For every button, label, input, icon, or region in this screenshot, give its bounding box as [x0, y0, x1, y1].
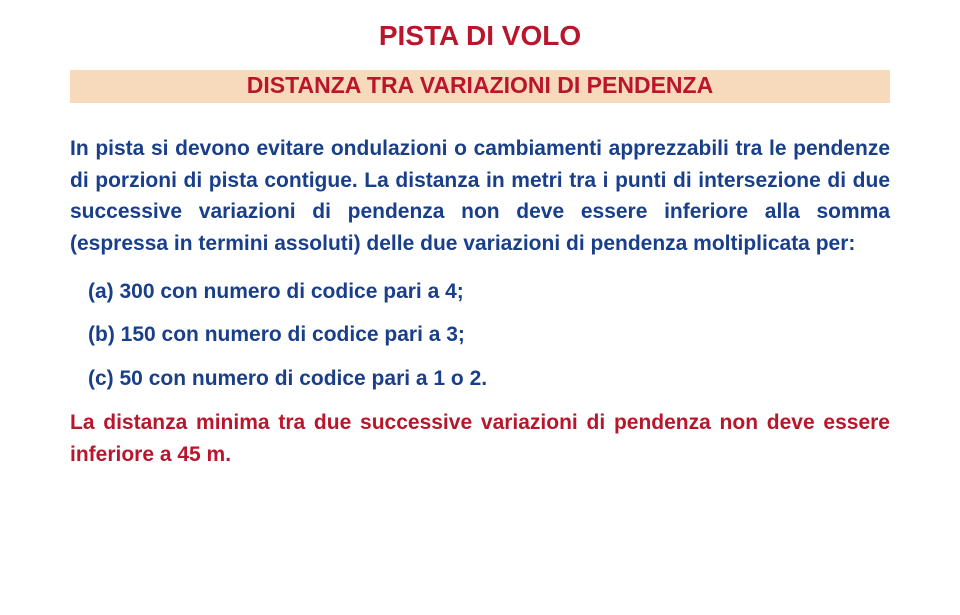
- footer-paragraph: La distanza minima tra due successive va…: [70, 407, 890, 470]
- list-item: (c) 50 con numero di codice pari a 1 o 2…: [88, 364, 890, 393]
- list-item: (a) 300 con numero di codice pari a 4;: [88, 277, 890, 306]
- list-item: (b) 150 con numero di codice pari a 3;: [88, 320, 890, 349]
- criteria-list: (a) 300 con numero di codice pari a 4; (…: [88, 277, 890, 393]
- page-title: PISTA DI VOLO: [70, 20, 890, 52]
- document-page: PISTA DI VOLO DISTANZA TRA VARIAZIONI DI…: [0, 0, 960, 615]
- subtitle-bar: DISTANZA TRA VARIAZIONI DI PENDENZA: [70, 70, 890, 103]
- body-paragraph: In pista si devono evitare ondulazioni o…: [70, 133, 890, 259]
